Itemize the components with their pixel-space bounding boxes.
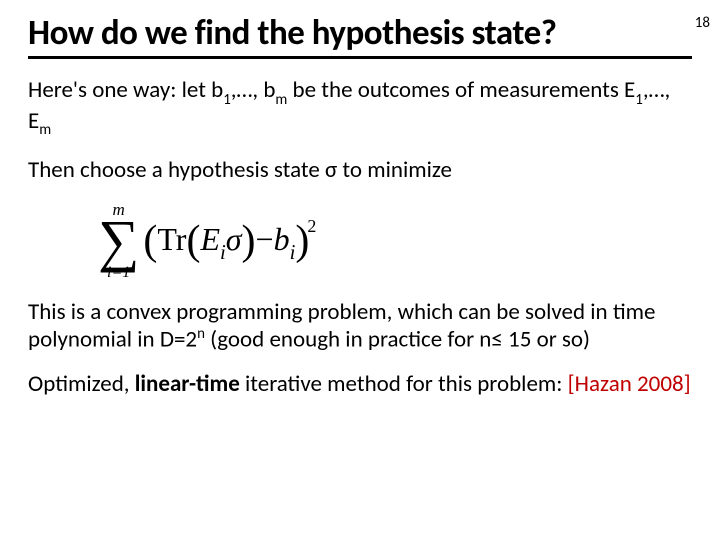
citation: [Hazan 2008] xyxy=(568,370,691,398)
p3-text-c: 15 or so) xyxy=(503,325,590,353)
leq-symbol: ≤ xyxy=(491,325,502,353)
sum-term: (Tr(Eiσ)−bi)2 xyxy=(143,217,318,265)
page-number: 18 xyxy=(695,14,710,32)
slide-title: How do we find the hypothesis state? xyxy=(28,12,692,59)
sigma-var: σ xyxy=(226,221,242,257)
sub-1b: 1 xyxy=(635,91,643,109)
paragraph-2: Then choose a hypothesis state σ to mini… xyxy=(28,157,692,183)
E-sub: i xyxy=(220,241,226,264)
p3-text-b: (good enough in practice for n xyxy=(205,325,491,353)
p4-bold: linear-time xyxy=(135,370,240,398)
paragraph-4: Optimized, linear-time iterative method … xyxy=(28,371,692,397)
formula: m ∑ i=1 (Tr(Eiσ)−bi)2 xyxy=(98,201,692,281)
sub-1a: 1 xyxy=(223,91,231,109)
minus-op: − xyxy=(256,221,274,257)
p4-text-c: iterative method for this problem: xyxy=(240,370,568,398)
sub-m-b: m xyxy=(39,121,51,139)
paragraph-1: Here's one way: let b1,…, bm be the outc… xyxy=(28,77,692,139)
exponent: 2 xyxy=(307,216,316,236)
sigma-icon: ∑ xyxy=(98,216,139,265)
summation: m ∑ i=1 xyxy=(98,201,139,281)
E-var: E xyxy=(200,221,220,257)
p1-text-b: ,…, b xyxy=(231,76,276,104)
p2-text-b: to minimize xyxy=(337,156,452,184)
slide-body: How do we find the hypothesis state? Her… xyxy=(0,12,720,435)
sup-n: n xyxy=(197,325,205,343)
sigma-symbol: σ xyxy=(325,156,337,184)
b-var: b xyxy=(274,221,290,257)
p2-text-a: Then choose a hypothesis state xyxy=(28,156,325,184)
trace-op: Tr xyxy=(157,221,186,257)
b-sub: i xyxy=(290,241,296,264)
sum-lower: i=1 xyxy=(107,265,130,281)
p1-text-c: be the outcomes of measurements E xyxy=(287,76,635,104)
paragraph-3: This is a convex programming problem, wh… xyxy=(28,299,692,353)
sub-m-a: m xyxy=(275,91,287,109)
p1-text-a: Here's one way: let b xyxy=(28,76,223,104)
p4-text-a: Optimized, xyxy=(28,370,135,398)
